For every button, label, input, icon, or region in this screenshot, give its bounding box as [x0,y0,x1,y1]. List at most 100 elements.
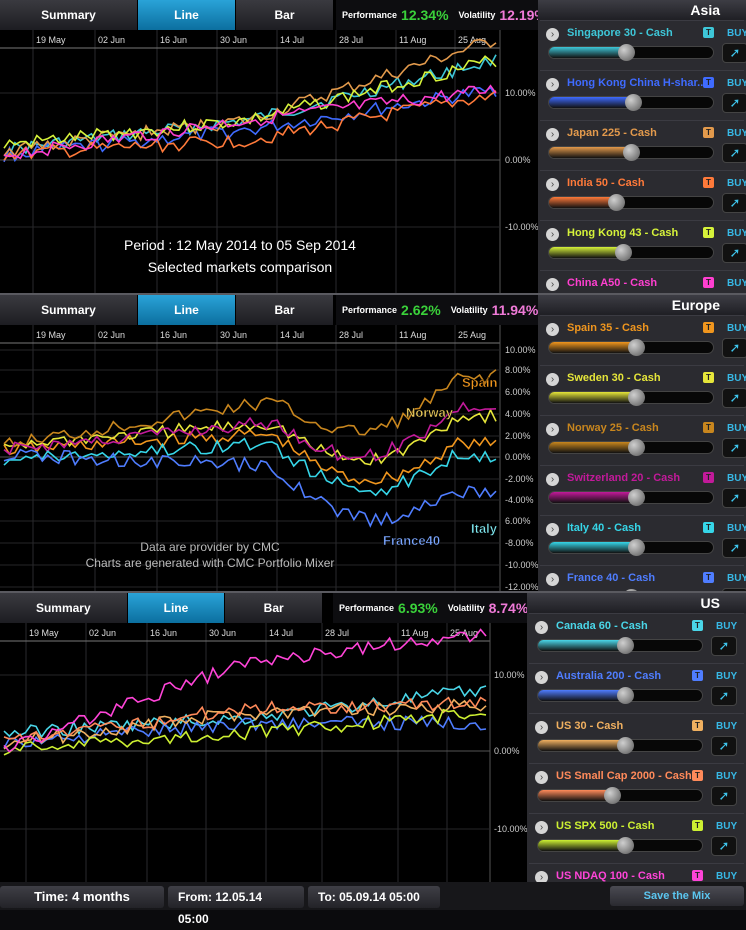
tab-bar[interactable]: Bar [225,593,324,623]
lock-icon[interactable]: T [692,620,703,631]
allocation-slider[interactable] [548,539,714,556]
slider-knob[interactable] [616,637,634,654]
lock-icon[interactable]: T [692,720,703,731]
tab-summary[interactable]: Summary [0,295,138,325]
lock-icon[interactable]: T [692,820,703,831]
lock-icon[interactable]: T [703,472,714,483]
tab-summary[interactable]: Summary [0,0,138,30]
lock-icon[interactable]: T [703,277,714,288]
allocation-slider[interactable] [548,144,714,161]
trade-arrow-icon[interactable]: ➚ [722,43,746,63]
slider-knob[interactable] [616,687,634,704]
buy-button[interactable]: BUY [727,78,746,89]
trade-arrow-icon[interactable]: ➚ [711,736,737,756]
expand-icon[interactable]: › [546,278,559,291]
buy-button[interactable]: BUY [716,771,738,782]
expand-icon[interactable]: › [546,28,559,41]
expand-icon[interactable]: › [546,78,559,91]
buy-button[interactable]: BUY [716,821,738,832]
allocation-slider[interactable] [548,389,714,406]
expand-icon[interactable]: › [535,721,548,734]
lock-icon[interactable]: T [703,177,714,188]
allocation-slider[interactable] [537,837,703,854]
trade-arrow-icon[interactable]: ➚ [722,438,746,458]
buy-button[interactable]: BUY [727,373,746,384]
slider-knob[interactable] [627,389,645,406]
slider-knob[interactable] [608,194,626,211]
expand-icon[interactable]: › [535,771,548,784]
allocation-slider[interactable] [548,489,714,506]
expand-icon[interactable]: › [535,871,548,882]
allocation-slider[interactable] [548,94,714,111]
expand-icon[interactable]: › [546,373,559,386]
expand-icon[interactable]: › [546,473,559,486]
tab-summary[interactable]: Summary [0,593,128,623]
trade-arrow-icon[interactable]: ➚ [722,588,746,591]
lock-icon[interactable]: T [692,770,703,781]
allocation-slider[interactable] [537,737,703,754]
slider-knob[interactable] [627,539,645,556]
lock-icon[interactable]: T [703,127,714,138]
buy-button[interactable]: BUY [727,278,746,289]
buy-button[interactable]: BUY [727,28,746,39]
expand-icon[interactable]: › [535,821,548,834]
slider-knob[interactable] [623,589,640,591]
trade-arrow-icon[interactable]: ➚ [722,388,746,408]
slider-knob[interactable] [616,737,634,754]
allocation-slider[interactable] [548,439,714,456]
lock-icon[interactable]: T [692,870,703,881]
expand-icon[interactable]: › [546,573,559,586]
lock-icon[interactable]: T [703,27,714,38]
expand-icon[interactable]: › [546,178,559,191]
allocation-slider[interactable] [548,194,714,211]
expand-icon[interactable]: › [546,128,559,141]
buy-button[interactable]: BUY [727,323,746,334]
expand-icon[interactable]: › [546,523,559,536]
trade-arrow-icon[interactable]: ➚ [722,243,746,263]
trade-arrow-icon[interactable]: ➚ [722,538,746,558]
from-date-field[interactable]: From: 12.05.14 05:00 [168,886,304,926]
buy-button[interactable]: BUY [727,473,746,484]
allocation-slider[interactable] [548,339,714,356]
trade-arrow-icon[interactable]: ➚ [722,93,746,113]
buy-button[interactable]: BUY [716,871,738,882]
slider-knob[interactable] [603,787,621,804]
slider-knob[interactable] [627,489,645,506]
lock-icon[interactable]: T [703,322,714,333]
lock-icon[interactable]: T [703,572,714,583]
trade-arrow-icon[interactable]: ➚ [711,786,737,806]
trade-arrow-icon[interactable]: ➚ [711,836,737,856]
trade-arrow-icon[interactable]: ➚ [711,686,737,706]
buy-button[interactable]: BUY [727,228,746,239]
allocation-slider[interactable] [537,787,703,804]
slider-knob[interactable] [627,339,645,356]
slider-knob[interactable] [614,244,632,261]
buy-button[interactable]: BUY [727,178,746,189]
tab-bar[interactable]: Bar [236,295,334,325]
tab-line[interactable]: Line [138,295,236,325]
slider-knob[interactable] [627,439,645,456]
lock-icon[interactable]: T [703,522,714,533]
trade-arrow-icon[interactable]: ➚ [722,488,746,508]
slider-knob[interactable] [618,44,636,61]
slider-knob[interactable] [624,94,642,111]
buy-button[interactable]: BUY [727,423,746,434]
buy-button[interactable]: BUY [727,523,746,534]
buy-button[interactable]: BUY [716,671,738,682]
lock-icon[interactable]: T [703,77,714,88]
allocation-slider[interactable] [537,687,703,704]
to-date-field[interactable]: To: 05.09.14 05:00 [308,886,440,908]
save-mix-button[interactable]: Save the Mix [610,886,744,906]
slider-knob[interactable] [623,144,640,161]
expand-icon[interactable]: › [535,671,548,684]
allocation-slider[interactable] [548,44,714,61]
tab-bar[interactable]: Bar [236,0,334,30]
buy-button[interactable]: BUY [727,128,746,139]
time-range-button[interactable]: Time: 4 months [0,886,164,908]
lock-icon[interactable]: T [703,422,714,433]
lock-icon[interactable]: T [692,670,703,681]
buy-button[interactable]: BUY [727,573,746,584]
tab-line[interactable]: Line [138,0,236,30]
tab-line[interactable]: Line [127,593,226,623]
trade-arrow-icon[interactable]: ➚ [722,193,746,213]
